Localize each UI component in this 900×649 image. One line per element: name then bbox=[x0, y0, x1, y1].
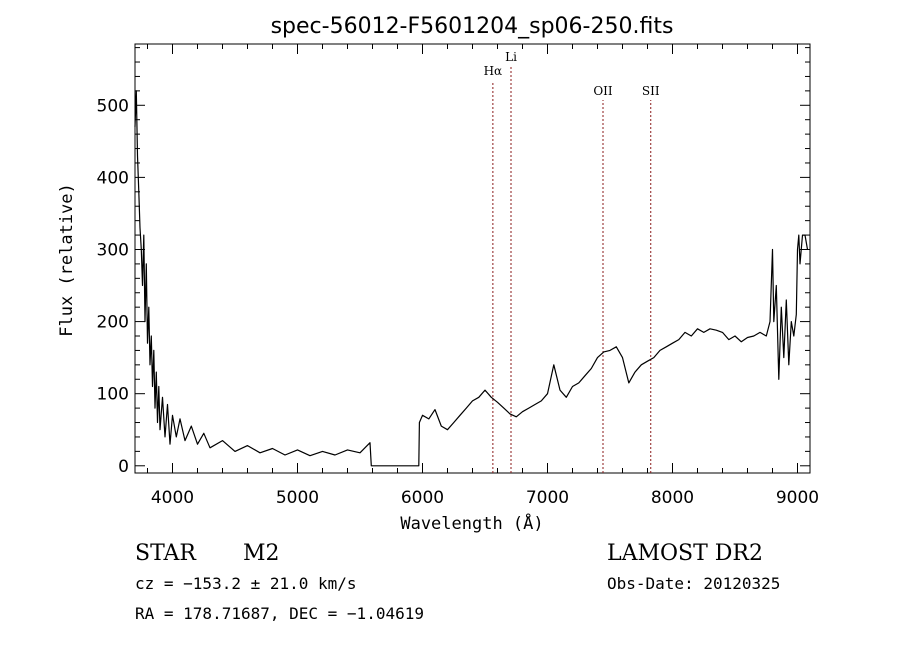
x-axis-label: Wavelength (Å) bbox=[400, 512, 543, 534]
spectral-line-label: Li bbox=[505, 50, 517, 64]
y-tick-label: 0 bbox=[118, 457, 129, 477]
spectral-line-label: Hα bbox=[484, 64, 503, 78]
x-tick-label: 7000 bbox=[526, 488, 569, 508]
series-layer bbox=[134, 90, 809, 467]
object-class: STAR bbox=[135, 541, 197, 566]
y-axis-label: Flux (relative) bbox=[57, 183, 77, 337]
chart-title: spec-56012-F5601204_sp06-250.fits bbox=[271, 14, 674, 39]
coordinates: RA = 178.71687, DEC = −1.04619 bbox=[135, 604, 424, 623]
x-tick-label: 8000 bbox=[651, 488, 694, 508]
y-tick-label: 400 bbox=[97, 168, 129, 188]
x-tick-label: 4000 bbox=[151, 488, 194, 508]
x-tick-label: 9000 bbox=[776, 488, 819, 508]
object-subclass: M2 bbox=[243, 541, 280, 566]
x-tick-label: 5000 bbox=[276, 488, 319, 508]
spectral-line-label: SII bbox=[642, 84, 660, 98]
x-tick-labels: 4000 5000 6000 7000 8000 9000 bbox=[151, 488, 819, 508]
y-tick-label: 200 bbox=[97, 313, 129, 333]
spectral-line-label: OII bbox=[593, 84, 613, 98]
spectrum-series bbox=[134, 90, 809, 467]
x-tick-label: 6000 bbox=[401, 488, 444, 508]
y-tick-label: 100 bbox=[97, 385, 129, 405]
y-tick-label: 500 bbox=[97, 96, 129, 116]
survey-name: LAMOST DR2 bbox=[607, 541, 763, 566]
y-tick-labels: 0 100 200 300 400 500 bbox=[97, 96, 129, 477]
y-tick-label: 300 bbox=[97, 240, 129, 260]
plot-frame bbox=[134, 43, 811, 474]
redshift-readout: cz = −153.2 ± 21.0 km/s bbox=[135, 574, 357, 593]
axis-ticks bbox=[135, 44, 810, 473]
obs-date: Obs-Date: 20120325 bbox=[607, 574, 780, 593]
